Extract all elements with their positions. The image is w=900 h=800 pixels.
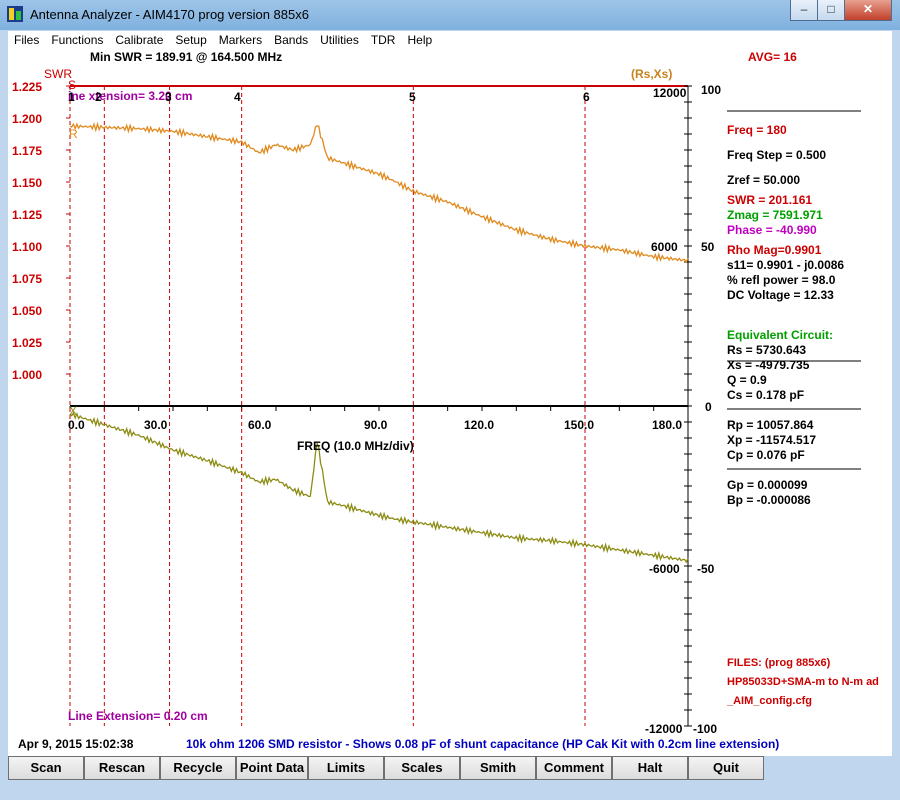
swr-tick: 1.200 [12,112,43,126]
r-trace-line [69,121,689,264]
q-readout: Q = 0.9 [727,373,767,387]
refl-power-readout: % refl power = 98.0 [727,273,836,287]
menu-help[interactable]: Help [407,33,433,47]
marker-label: 4 [234,90,241,104]
minimize-button[interactable]: – [790,0,818,21]
xs-readout: Xs = -4979.735 [727,358,810,372]
freq-tick: 30.0 [144,418,168,432]
swr-axis-letter: S [68,78,77,92]
smith-button[interactable]: Smith [460,756,536,780]
timestamp: Apr 9, 2015 15:02:38 [18,737,134,751]
dc-voltage-readout: DC Voltage = 12.33 [727,288,834,302]
r-axis-mid: 6000 [651,240,678,254]
swr-tick: 1.050 [12,304,43,318]
swr-tick: 1.150 [12,176,43,190]
zmag-readout: Zmag = 7591.971 [727,208,823,222]
menu-bands[interactable]: Bands [274,33,309,47]
title-bar[interactable]: Antenna Analyzer - AIM4170 prog version … [0,0,900,30]
swr-tick: 1.125 [12,208,43,222]
impedance-chart[interactable] [8,49,892,756]
swr-tick: 1.025 [12,336,43,350]
angle-axis-top: 100 [701,83,722,97]
freq-axis-label: FREQ (10.0 MHz/div) [297,439,414,453]
point-data-button[interactable]: Point Data [236,756,308,780]
plot-area: Min SWR = 189.91 @ 164.500 MHz AVG= 16 S… [8,49,892,756]
gp-readout: Gp = 0.000099 [727,478,808,492]
zref-readout: Zref = 50.000 [727,173,801,187]
line-extension-top: ine xtension= 3.20 cm [68,89,193,103]
swr-tick: 1.075 [12,272,43,286]
halt-button[interactable]: Halt [612,756,688,780]
freq-tick: 180.0 [652,418,683,432]
swr-tick: 1.100 [12,240,43,254]
file-name-2: _AIM_config.cfg [727,695,812,707]
menu-bar: Files Functions Calibrate Setup Markers Bands… [8,31,892,49]
x-trace-label: X [69,404,78,418]
bp-readout: Bp = -0.000086 [727,493,811,507]
freq-readout: Freq = 180 [727,123,787,137]
freq-tick: 0.0 [68,418,85,432]
maximize-button[interactable]: □ [817,0,845,21]
cp-readout: Cp = 0.076 pF [727,448,805,462]
scan-comment: 10k ohm 1206 SMD resistor - Shows 0.08 p… [186,737,780,751]
phase-readout: Phase = -40.990 [727,223,817,237]
x-axis-mid: -6000 [649,562,680,576]
xp-readout: Xp = -11574.517 [727,433,817,447]
menu-setup[interactable]: Setup [175,33,207,47]
marker-label: 2 [95,90,102,104]
x-trace-line [69,411,689,564]
line-extension-bottom: Line Extension= 0.20 cm [68,709,208,723]
angle-axis-mid: 50 [701,240,715,254]
menu-calibrate[interactable]: Calibrate [115,33,164,47]
scan-button[interactable]: Scan [8,756,84,780]
menu-files[interactable]: Files [14,33,40,47]
angle-axis-bottom: -100 [693,722,718,736]
angle-axis-zero: 0 [705,400,712,414]
freq-tick: 120.0 [464,418,495,432]
freq-tick: 60.0 [248,418,272,432]
files-title: FILES: (prog 885x6) [727,657,831,669]
rsxs-label: (Rs,Xs) [631,67,673,81]
menu-functions[interactable]: Functions [51,33,104,47]
button-bar: Scan Rescan Recycle Point Data Limits Sc… [8,756,892,780]
min-swr-readout: Min SWR = 189.91 @ 164.500 MHz [90,50,283,64]
close-button[interactable]: ✕ [844,0,892,21]
equivalent-circuit-title: Equivalent Circuit: [727,328,834,342]
swr-tick: 1.175 [12,144,43,158]
quit-button[interactable]: Quit [688,756,764,780]
r-trace-label: R [69,127,78,141]
freq-step-readout: Freq Step = 0.500 [727,148,827,162]
app-icon [7,6,23,22]
swr-tick: 1.000 [12,368,43,382]
limits-button[interactable]: Limits [308,756,384,780]
menu-utilities[interactable]: Utilities [320,33,359,47]
swr-tick: 1.225 [12,80,43,94]
freq-tick: 90.0 [364,418,388,432]
cs-readout: Cs = 0.178 pF [727,388,805,402]
comment-button[interactable]: Comment [536,756,612,780]
marker-label: 3 [165,90,172,104]
rp-readout: Rp = 10057.864 [727,418,814,432]
recycle-button[interactable]: Recycle [160,756,236,780]
window-title: Antenna Analyzer - AIM4170 prog version … [30,7,309,22]
menu-markers[interactable]: Markers [218,33,263,47]
x-axis-bottom: -12000 [645,722,683,736]
s11-readout: s11= 0.9901 - j0.0086 [727,258,845,272]
swr-readout: SWR = 201.161 [727,193,813,207]
freq-tick: 150.0 [564,418,595,432]
menu-tdr[interactable]: TDR [370,33,396,47]
marker-label: 1 [68,90,75,104]
swr-axis-label: SWR [44,67,72,81]
scales-button[interactable]: Scales [384,756,460,780]
file-name-1: HP85033D+SMA-m to N-m ad [727,676,879,688]
avg-readout: AVG= 16 [748,50,797,64]
marker-label: 6 [583,90,590,104]
angle-axis-neg-mid: -50 [697,562,715,576]
rs-readout: Rs = 5730.643 [727,343,807,357]
rescan-button[interactable]: Rescan [84,756,160,780]
r-axis-top: 12000 [653,86,687,100]
rho-readout: Rho Mag=0.9901 [727,243,822,257]
marker-label: 5 [409,90,416,104]
